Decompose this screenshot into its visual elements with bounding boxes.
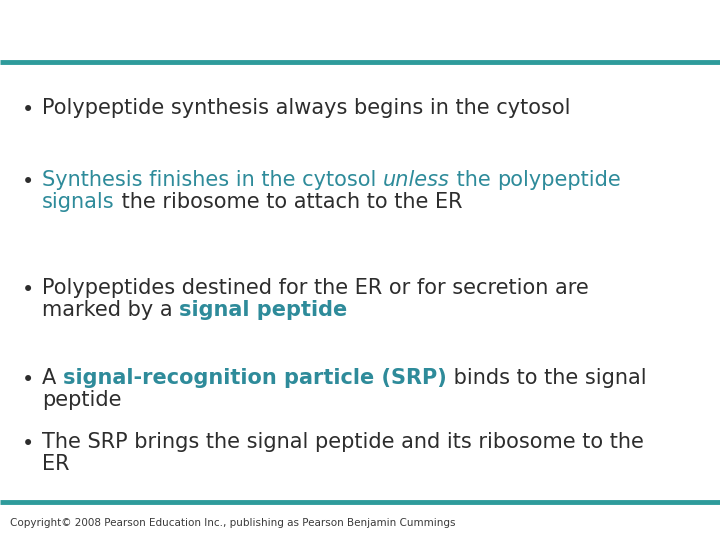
Text: The SRP brings the signal peptide and its ribosome to the: The SRP brings the signal peptide and it…	[42, 432, 644, 452]
Text: Synthesis finishes in the cytosol: Synthesis finishes in the cytosol	[42, 170, 383, 190]
Text: A: A	[42, 368, 63, 388]
Text: marked by a: marked by a	[42, 300, 179, 320]
Text: Polypeptide synthesis always begins in the cytosol: Polypeptide synthesis always begins in t…	[42, 98, 570, 118]
Text: polypeptide: polypeptide	[498, 170, 621, 190]
Text: •: •	[22, 370, 35, 390]
Text: Copyright© 2008 Pearson Education Inc., publishing as Pearson Benjamin Cummings: Copyright© 2008 Pearson Education Inc., …	[10, 518, 456, 528]
Text: Polypeptides destined for the ER or for secretion are: Polypeptides destined for the ER or for …	[42, 278, 589, 298]
Text: unless: unless	[383, 170, 450, 190]
Text: •: •	[22, 172, 35, 192]
Text: peptide: peptide	[42, 390, 122, 410]
Text: ER: ER	[42, 454, 70, 474]
Text: the ribosome to attach to the ER: the ribosome to attach to the ER	[114, 192, 462, 212]
Text: signal peptide: signal peptide	[179, 300, 348, 320]
Text: signal-recognition particle (SRP): signal-recognition particle (SRP)	[63, 368, 446, 388]
Text: •: •	[22, 280, 35, 300]
Text: the: the	[450, 170, 498, 190]
Text: •: •	[22, 100, 35, 120]
Text: signals: signals	[42, 192, 114, 212]
Text: •: •	[22, 434, 35, 454]
Text: binds to the signal: binds to the signal	[446, 368, 647, 388]
